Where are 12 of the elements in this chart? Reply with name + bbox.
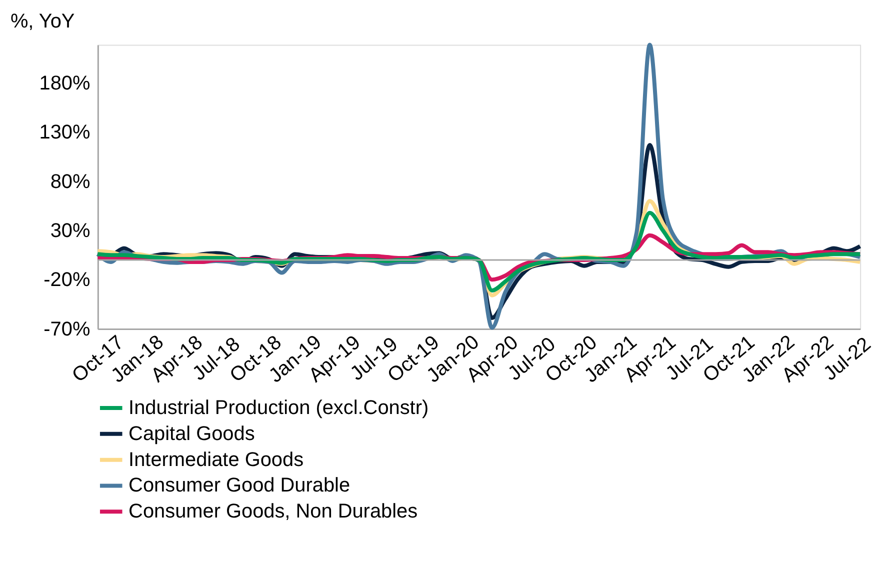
y-tick-label: -70% [44,318,90,340]
y-tick-label: 30% [50,220,90,242]
y-tick-label: 130% [39,122,90,144]
legend-label: Intermediate Goods [128,448,304,471]
legend-label: Consumer Good Durable [128,474,350,497]
y-tick-label: -20% [44,269,90,292]
y-tick-label: 80% [50,170,90,193]
legend-label: Industrial Production (excl.Constr) [128,396,429,419]
y-tick-label: 180% [39,72,90,95]
legend-label: Consumer Goods, Non Durables [128,500,418,523]
legend-label: Capital Goods [128,422,255,445]
y-axis-title: %, YoY [10,10,75,32]
